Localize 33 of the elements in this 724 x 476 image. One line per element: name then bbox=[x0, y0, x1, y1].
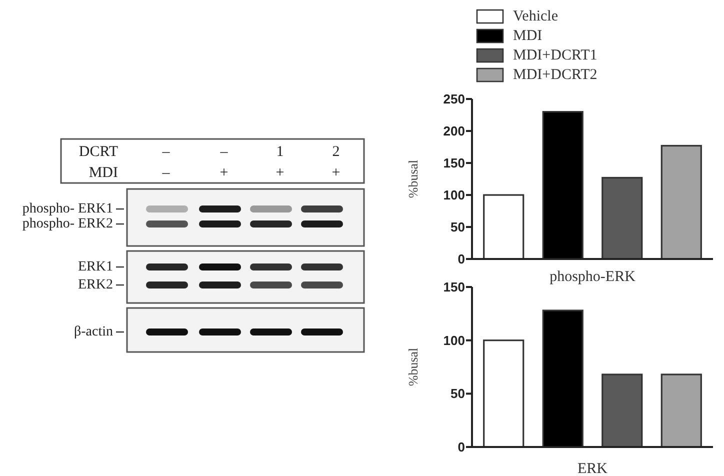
y-tick-label: 100 bbox=[443, 188, 465, 202]
text: DCRT bbox=[78, 144, 118, 160]
y-tick-label: 150 bbox=[443, 280, 465, 294]
text: 1 bbox=[276, 144, 284, 160]
legend-label: MDI+DCRT1 bbox=[513, 48, 598, 64]
x-axis-title: ERK bbox=[578, 461, 608, 476]
y-axis-title: %busal bbox=[406, 159, 420, 198]
y-tick-label: 0 bbox=[458, 440, 465, 454]
y-axis-title: %busal bbox=[406, 347, 420, 386]
legend-label: MDI bbox=[513, 28, 542, 44]
text: β-actin bbox=[74, 324, 113, 340]
y-tick-label: 250 bbox=[443, 92, 465, 106]
text: + bbox=[332, 165, 340, 181]
y-tick-label: 200 bbox=[443, 124, 465, 138]
y-tick-label: 50 bbox=[450, 220, 465, 234]
text: ERK1 bbox=[78, 260, 113, 274]
text: 2 bbox=[332, 144, 340, 160]
legend-label: MDI+DCRT2 bbox=[513, 67, 598, 83]
y-tick-label: 100 bbox=[443, 332, 465, 348]
text: MDI bbox=[88, 165, 118, 181]
text: – bbox=[161, 165, 170, 181]
text: – bbox=[219, 144, 228, 160]
legend-label: Vehicle bbox=[513, 8, 558, 24]
x-axis-title: phospho-ERK bbox=[550, 269, 636, 285]
text: ERK2 bbox=[78, 278, 113, 292]
text: phospho- ERK1 bbox=[22, 202, 113, 216]
y-tick-label: 50 bbox=[450, 386, 465, 402]
text: – bbox=[161, 144, 170, 160]
y-tick-label: 150 bbox=[443, 156, 465, 170]
text: + bbox=[276, 165, 284, 181]
text: phospho- ERK2 bbox=[22, 216, 113, 232]
text: + bbox=[220, 165, 228, 181]
y-tick-label: 0 bbox=[458, 252, 465, 266]
